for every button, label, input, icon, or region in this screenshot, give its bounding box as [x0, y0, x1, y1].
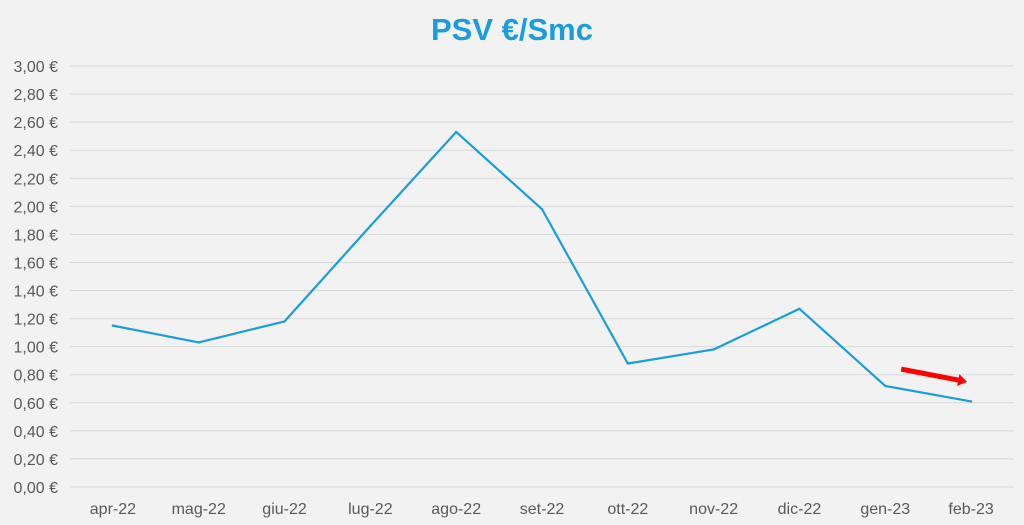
y-tick-label: 1,80 €: [14, 227, 59, 244]
y-tick-label: 1,20 €: [14, 312, 59, 329]
y-axis-tick-labels: 0,00 € 0,20 € 0,40 € 0,60 € 0,80 € 1,00 € 1,20…: [14, 59, 59, 497]
y-tick-label: 0,60 €: [14, 396, 59, 413]
data-point: [283, 320, 286, 323]
x-tick-label: ott-22: [607, 501, 648, 518]
y-tick-label: 2,60 €: [14, 115, 59, 132]
series-layer: [111, 130, 973, 403]
y-tick-label: 2,80 €: [14, 87, 59, 104]
chart-title: PSV €/Smc: [431, 12, 593, 47]
series-line: [112, 130, 972, 403]
y-tick-label: 2,00 €: [14, 199, 59, 216]
gridlines: [70, 65, 1014, 488]
red-arrow-icon: [900, 366, 968, 386]
x-tick-label: gen-23: [860, 501, 910, 518]
data-point: [197, 341, 200, 344]
arrow-head: [957, 374, 968, 386]
x-tick-label: nov-22: [689, 501, 738, 518]
data-point: [369, 224, 372, 228]
y-tick-label: 0,80 €: [14, 368, 59, 385]
y-tick-label: 0,00 €: [14, 480, 59, 497]
annotation-layer: [900, 366, 968, 386]
data-point: [712, 348, 715, 351]
x-tick-label: apr-22: [90, 501, 136, 518]
y-tick-label: 0,20 €: [14, 452, 59, 469]
x-tick-label: ago-22: [431, 501, 481, 518]
data-point: [454, 130, 458, 134]
y-tick-label: 1,60 €: [14, 255, 59, 272]
arrow-shaft: [900, 366, 959, 383]
x-tick-label: set-22: [520, 501, 565, 518]
y-tick-label: 1,00 €: [14, 340, 59, 357]
y-tick-label: 2,40 €: [14, 143, 59, 160]
y-tick-label: 3,00 €: [14, 59, 59, 76]
y-tick-label: 1,40 €: [14, 284, 59, 301]
data-point: [969, 400, 973, 403]
data-point: [111, 324, 115, 327]
y-tick-label: 0,40 €: [14, 424, 59, 441]
x-tick-label: giu-22: [262, 501, 307, 518]
x-axis-tick-labels: apr-22 mag-22 giu-22 lug-22 ago-22 set-22 ott-…: [90, 501, 994, 518]
data-point: [540, 207, 544, 211]
data-point: [798, 307, 801, 310]
data-point: [626, 362, 630, 365]
y-tick-label: 2,20 €: [14, 171, 59, 188]
x-tick-label: dic-22: [778, 501, 822, 518]
x-tick-label: mag-22: [172, 501, 226, 518]
data-point: [884, 384, 887, 388]
x-tick-label: feb-23: [948, 501, 993, 518]
x-tick-label: lug-22: [348, 501, 393, 518]
